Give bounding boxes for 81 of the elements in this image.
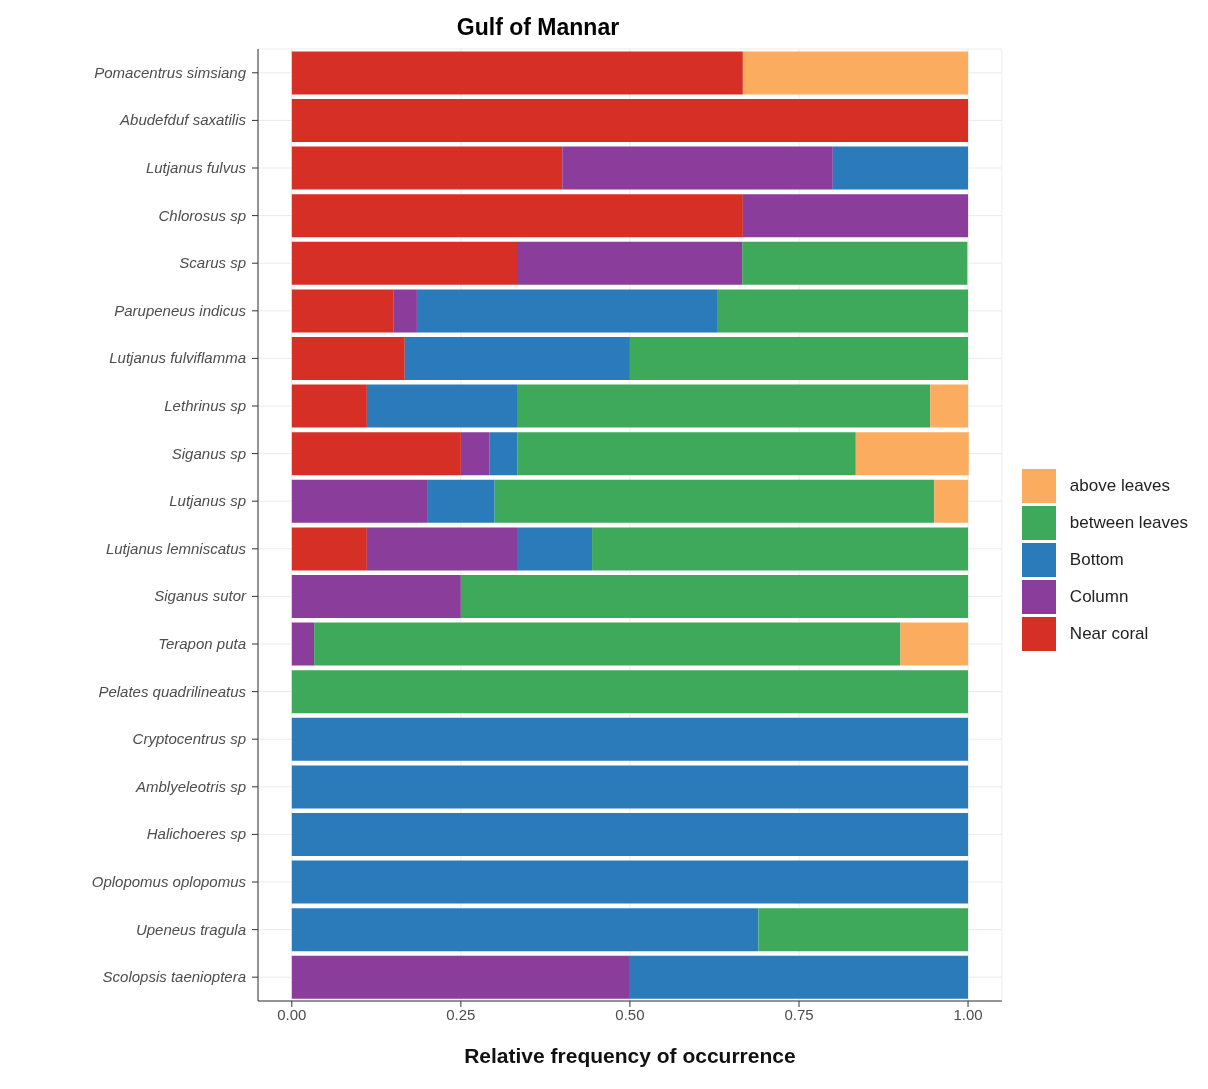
bar (291, 51, 743, 95)
y-tick-label: Lutjanus fulviflamma (109, 349, 246, 367)
bar (404, 336, 630, 380)
bar (291, 574, 461, 618)
bar (393, 289, 417, 333)
y-tick-label: Lutjanus lemniscatus (105, 539, 247, 557)
y-tick-label: Siganus sutor (154, 587, 247, 605)
bar (742, 241, 968, 285)
y-tick-label: Lutjanus fulvus (145, 159, 247, 176)
y-tick-label: Chlorosus sp (158, 206, 246, 224)
x-tick-label: 0.50 (615, 1005, 645, 1023)
legend-label: above leaves (1069, 475, 1171, 496)
chart-title: Gulf of Mannar (455, 13, 621, 41)
bar (291, 194, 743, 238)
legend-label: Bottom (1069, 549, 1124, 570)
bar (291, 622, 315, 666)
bar (460, 574, 969, 618)
bar (855, 432, 969, 476)
y-tick-label: Parupeneus indicus (114, 301, 247, 319)
bar (291, 241, 517, 285)
bar (592, 527, 969, 571)
y-tick-label: Siganus sp (171, 444, 246, 462)
x-tick-label: 1.00 (953, 1005, 983, 1023)
bar (742, 51, 969, 95)
x-tick-label: 0.00 (277, 1005, 307, 1023)
bar (291, 670, 969, 714)
bar (460, 432, 490, 476)
bar (934, 479, 969, 523)
y-tick-label: Upeneus tragula (135, 920, 246, 938)
bar (494, 479, 935, 523)
legend-label: Column (1069, 586, 1129, 607)
y-tick-label: Lethrinus sp (164, 397, 246, 414)
bar (291, 432, 461, 476)
y-tick-label: Scolopsis taenioptera (102, 968, 246, 986)
bar (314, 622, 901, 666)
y-tick-label: Abudefduf saxatilis (119, 111, 247, 129)
bar (427, 479, 495, 523)
y-tick-label: Halichoeres sp (146, 825, 246, 843)
bar (717, 289, 969, 333)
bar (900, 622, 969, 666)
legend-label: between leaves (1069, 512, 1188, 533)
bar (758, 908, 969, 952)
y-tick-label: Lutjanus sp (169, 492, 246, 510)
bar (291, 98, 969, 142)
bar (416, 289, 718, 333)
bar (291, 860, 969, 904)
bar (517, 432, 856, 476)
y-tick-label: Scarus sp (179, 254, 246, 272)
bar (629, 336, 969, 380)
bar (291, 289, 394, 333)
y-tick-label: Pomacentrus simsiang (94, 63, 247, 81)
legend-label: Near coral (1069, 623, 1149, 644)
bar (517, 384, 931, 428)
bar (517, 527, 593, 571)
bar (832, 146, 969, 190)
bar (930, 384, 969, 428)
bar (291, 384, 367, 428)
bar (291, 146, 563, 190)
x-axis-title: Relative frequency of occurrence (464, 1044, 796, 1067)
bar (291, 479, 428, 523)
bar (366, 527, 517, 571)
bar (291, 955, 630, 999)
bar (366, 384, 517, 428)
bar (291, 908, 759, 952)
bar (517, 241, 743, 285)
bar (291, 336, 405, 380)
bar (629, 955, 969, 999)
y-tick-label: Cryptocentrus sp (132, 730, 246, 748)
bar (562, 146, 833, 190)
bar (291, 527, 367, 571)
bar (489, 432, 518, 476)
y-tick-label: Amblyeleotris sp (134, 777, 246, 795)
bar (742, 194, 969, 238)
y-tick-label: Oplopomus oplopomus (91, 873, 247, 890)
y-tick-label: Pelates quadrilineatus (98, 682, 247, 700)
x-tick-label: 0.75 (784, 1005, 814, 1023)
bar (291, 717, 969, 761)
y-tick-label: Terapon puta (158, 635, 246, 652)
x-tick-label: 0.25 (446, 1005, 476, 1023)
bar (291, 812, 969, 856)
bar (291, 765, 969, 809)
